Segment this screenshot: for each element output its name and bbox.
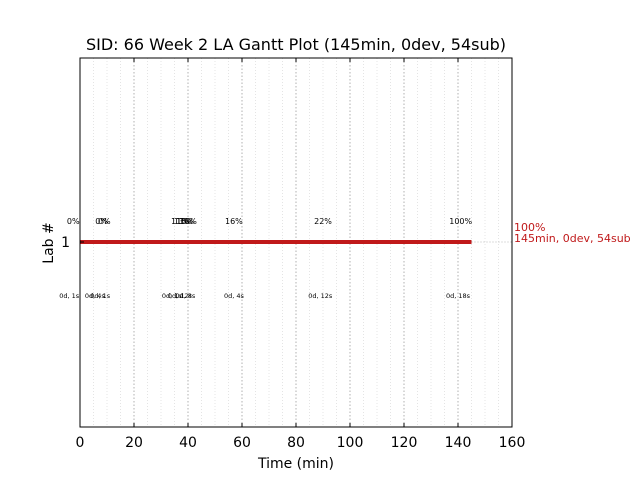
- duration-label: 0d, 1s: [90, 292, 111, 300]
- progress-label: 0%: [95, 217, 108, 226]
- progress-label: 0%: [98, 217, 111, 226]
- y-ticks: 1: [61, 235, 84, 251]
- plot-frame: [79, 57, 513, 428]
- x-tick-label: 160: [499, 435, 526, 451]
- progress-label: 22%: [314, 217, 332, 226]
- x-tick-label: 120: [391, 435, 418, 451]
- x-tick-label: 60: [233, 435, 251, 451]
- progress-label: 11%: [171, 217, 189, 226]
- duration-label: 0d, 4s: [85, 292, 106, 300]
- duration-label: 0d, 12s: [308, 292, 333, 300]
- x-tick-label: 80: [287, 435, 305, 451]
- progress-label: 13%: [174, 217, 192, 226]
- progress-labels: 0% 0%0% 11%13%15%16% 16% 22% 100%: [67, 217, 473, 226]
- end-annotation-percent: 100%: [514, 221, 545, 234]
- y-tick-label: 1: [61, 235, 70, 251]
- duration-label: 0d, 4s: [224, 292, 245, 300]
- progress-label: 16%: [225, 217, 243, 226]
- x-tick-label: 100: [337, 435, 364, 451]
- duration-label: 0d, 1s: [59, 292, 80, 300]
- x-axis-title: Time (min): [257, 456, 334, 472]
- x-tick-label: 40: [179, 435, 197, 451]
- progress-label: 16%: [179, 217, 197, 226]
- x-tick-label: 0: [76, 435, 85, 451]
- x-ticks: 0 20 40 60 80 100 120 140 160: [76, 58, 526, 451]
- duration-label: 0d, 8s: [175, 292, 196, 300]
- x-tick-label: 20: [125, 435, 143, 451]
- progress-label: 0%: [67, 217, 80, 226]
- duration-label: 0d, 12s: [168, 292, 193, 300]
- bars: [80, 240, 512, 244]
- x-tick-label: 140: [445, 435, 472, 451]
- progress-label: 100%: [449, 217, 472, 226]
- duration-label: 0d, 1s: [162, 292, 183, 300]
- end-annotation-summary: 145min, 0dev, 54sub: [514, 232, 631, 245]
- y-axis-title: Lab #: [41, 222, 57, 263]
- duration-label: 0d, 18s: [446, 292, 471, 300]
- gantt-bar: [80, 240, 472, 244]
- chart-title: SID: 66 Week 2 LA Gantt Plot (145min, 0d…: [86, 35, 506, 54]
- progress-label: 15%: [176, 217, 194, 226]
